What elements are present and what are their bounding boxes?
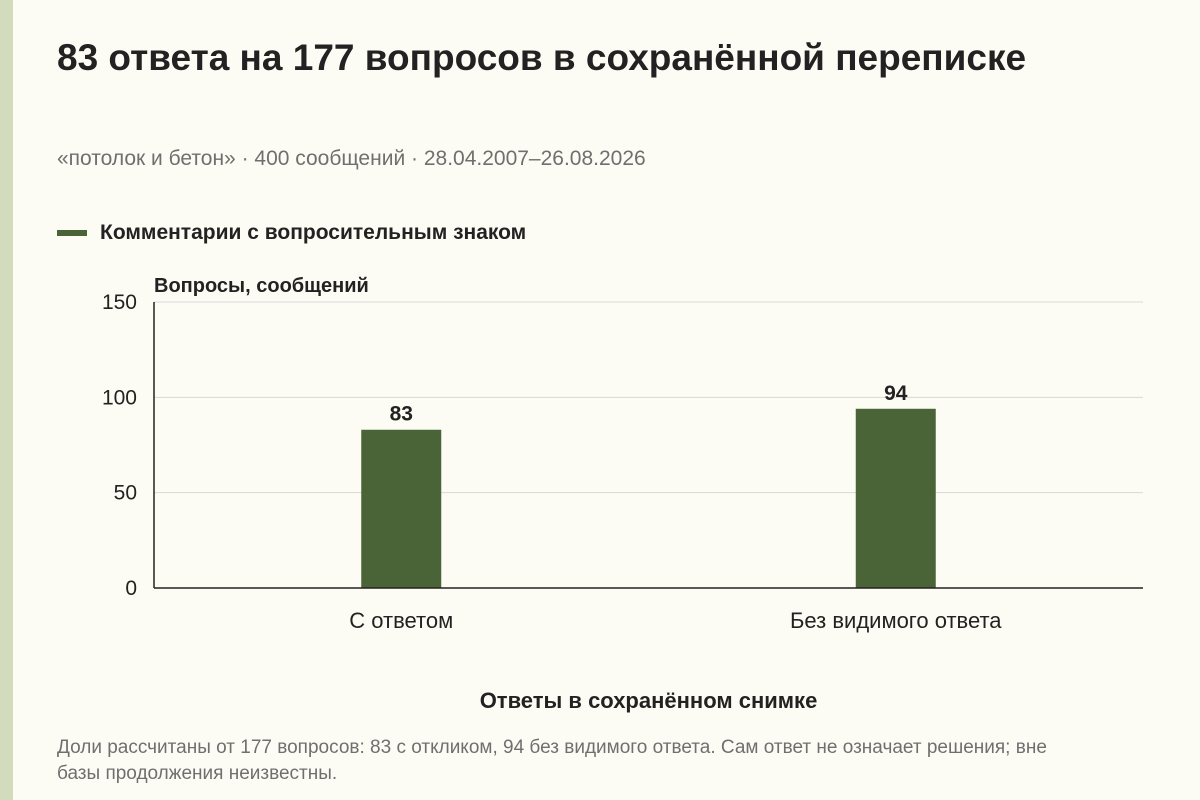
gridlines: [154, 301, 1143, 494]
y-tick-label: 0: [125, 577, 137, 600]
x-axis-title: Ответы в сохранённом снимке: [480, 688, 818, 713]
chart-title: 83 ответа на 177 вопросов в сохранённой …: [57, 37, 1027, 78]
axes: [153, 302, 1143, 589]
bars: [361, 408, 936, 588]
footnote: Доли рассчитаны от 177 вопросов: 83 с от…: [57, 737, 1047, 784]
legend-label: Комментарии с вопросительным знаком: [100, 221, 527, 244]
bar-value-label: 83: [390, 403, 413, 426]
bar: [361, 429, 442, 588]
bar: [855, 408, 936, 588]
y-tick-label: 150: [102, 291, 137, 314]
chart-subtitle: «потолок и бетон» · 400 сообщений · 28.0…: [57, 147, 646, 170]
x-tick-label: С ответом: [349, 608, 453, 633]
bar-value-label: 94: [884, 382, 908, 405]
tick-labels: 0 50 100 150 83 С ответом 94 Без видимого ответ…: [102, 291, 1002, 633]
legend: Комментарии с вопросительным знаком: [57, 218, 526, 248]
legend-swatch: [57, 230, 87, 236]
x-tick-label: Без видимого ответа: [790, 608, 1002, 633]
y-tick-label: 100: [102, 386, 137, 409]
accent-stripe: [0, 0, 13, 800]
y-tick-label: 50: [114, 482, 137, 505]
y-axis-title: Вопросы, сообщений: [154, 275, 369, 297]
